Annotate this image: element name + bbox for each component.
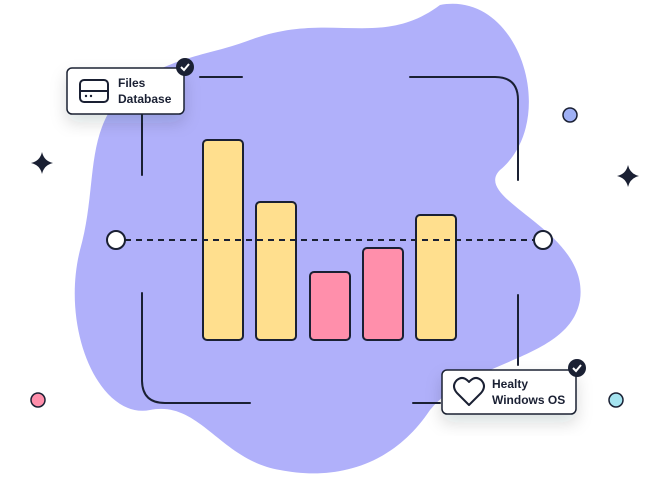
card: Healty Windows OS bbox=[441, 359, 586, 415]
card-text: Healty bbox=[492, 377, 528, 391]
bars bbox=[202, 139, 457, 341]
bar bbox=[255, 201, 297, 341]
blob bbox=[74, 3, 581, 474]
card-text: Windows OS bbox=[492, 393, 565, 407]
brackets bbox=[141, 76, 519, 404]
dot bbox=[608, 392, 624, 408]
sparkle bbox=[31, 152, 53, 174]
handle bbox=[106, 230, 126, 250]
dot bbox=[562, 107, 578, 123]
card-text: Files bbox=[118, 76, 146, 90]
sparkle bbox=[617, 165, 639, 187]
card-text: Database bbox=[118, 92, 172, 106]
handle bbox=[533, 230, 553, 250]
bar bbox=[309, 271, 351, 341]
bar bbox=[362, 247, 404, 341]
card: Files Database bbox=[66, 58, 194, 115]
bar bbox=[415, 214, 457, 341]
dot bbox=[30, 392, 46, 408]
